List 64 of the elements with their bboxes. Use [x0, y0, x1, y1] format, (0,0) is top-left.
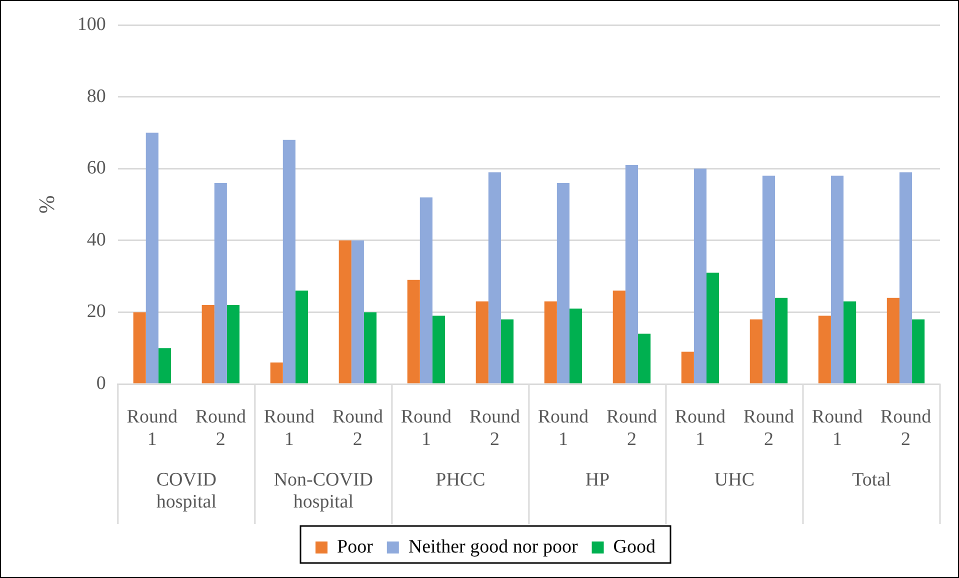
bar	[270, 362, 283, 384]
x-tick-label: Round 2	[332, 406, 384, 450]
text: COVID hospital	[156, 469, 216, 512]
bar	[226, 305, 240, 384]
legend-label: Neither good nor poor	[408, 536, 578, 558]
bar	[556, 182, 570, 384]
y-tick-label: 0	[96, 372, 106, 394]
bar	[544, 301, 557, 384]
bar	[844, 301, 856, 384]
y-tick-label: 60	[86, 158, 106, 179]
text: Non-COVID hospital	[274, 469, 374, 512]
y-tick-label: 40	[86, 229, 106, 250]
x-tick-label: Round 1	[812, 406, 864, 450]
x-tick-label: Round 1	[126, 406, 178, 450]
bar	[638, 334, 651, 384]
bar	[694, 168, 706, 384]
bar	[407, 280, 420, 384]
bar	[364, 312, 377, 384]
bar	[750, 319, 762, 384]
bar	[158, 348, 171, 384]
bar	[818, 316, 831, 384]
bar	[214, 182, 227, 384]
bar	[295, 290, 308, 384]
x-tick-label: Round 2	[195, 406, 246, 450]
x-tick-label: Round 1	[538, 406, 590, 450]
x-tick-label: Round 2	[606, 406, 658, 450]
bar	[488, 172, 501, 384]
bar	[625, 165, 638, 384]
y-tick-label: 20	[86, 301, 106, 322]
bar	[476, 301, 488, 384]
x-tick-label: Round 2	[880, 406, 932, 450]
legend-label: Poor	[337, 536, 374, 558]
bar	[420, 197, 432, 384]
bar	[500, 319, 514, 384]
bar	[146, 132, 158, 384]
bar	[569, 308, 582, 384]
text: UHC	[714, 469, 755, 490]
x-tick-label: Round 1	[674, 406, 726, 450]
y-axis-title: %	[34, 195, 59, 214]
x-tick-label: Round 2	[743, 406, 795, 450]
bar	[282, 140, 296, 384]
bar	[775, 298, 788, 384]
y-tick-label: 80	[86, 86, 106, 107]
bar	[351, 240, 364, 384]
legend-label: Good	[613, 536, 656, 558]
x-tick-label: Round 1	[400, 406, 452, 450]
x-tick-label: Round 2	[469, 406, 521, 450]
y-tick-label: 100	[77, 14, 106, 35]
text: PHCC	[436, 469, 486, 490]
bar	[681, 352, 694, 384]
bar	[432, 316, 446, 384]
text: Total	[852, 469, 891, 490]
bar	[912, 319, 925, 384]
bar	[886, 298, 900, 384]
bar	[612, 290, 626, 384]
text: HP	[585, 469, 610, 490]
bar	[133, 312, 146, 384]
bar	[338, 240, 352, 384]
bar	[706, 272, 720, 384]
bar	[762, 176, 776, 384]
x-tick-label: Round 1	[264, 406, 315, 450]
bar	[899, 172, 912, 384]
bar	[202, 305, 214, 384]
bar	[830, 176, 844, 384]
